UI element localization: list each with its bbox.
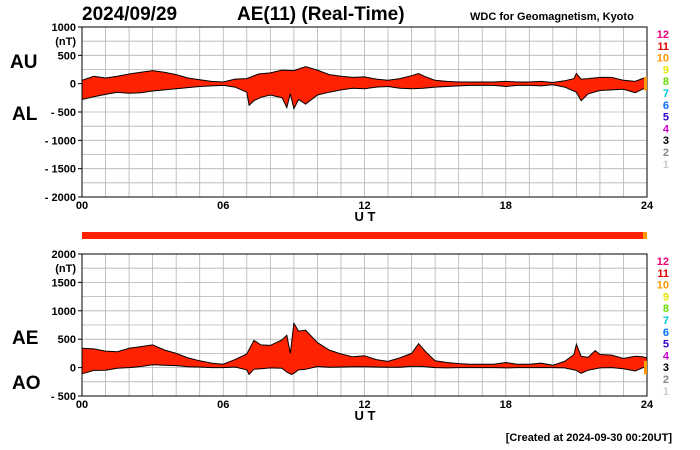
au-label: AU <box>10 52 38 73</box>
chart-title: AE(11) (Real-Time) <box>237 4 405 25</box>
au-al-xtick-label: 12 <box>358 200 370 212</box>
au-al-legend-6: 6 <box>663 100 669 112</box>
ae-ao-station-edge-marker <box>644 360 647 375</box>
ae-ao-xtick-label: 24 <box>641 399 654 411</box>
au-al-legend-7: 7 <box>663 88 669 100</box>
chart-date: 2024/09/29 <box>82 4 178 25</box>
ae-ao-legend-12: 12 <box>657 256 669 268</box>
ao-series-line <box>81 364 648 376</box>
au-al-ytick-label: - 1500 <box>45 164 76 176</box>
au-al-ytick-label: - 1000 <box>45 135 76 147</box>
ae-ao-ytick-label: - 500 <box>51 391 76 403</box>
au-al-ytick-label: 500 <box>58 50 76 62</box>
ae-ao-legend-1: 1 <box>663 386 669 398</box>
au-al-legend-1: 1 <box>663 159 669 171</box>
data-source: WDC for Geomagnetism, Kyoto <box>470 11 634 23</box>
au-al-ytick-label: 1000 <box>52 22 76 34</box>
ae-ao-legend-8: 8 <box>663 303 669 315</box>
al-series-line <box>81 84 648 111</box>
au-series-line <box>81 66 648 84</box>
ae-ao-unit-label: (nT) <box>55 263 76 275</box>
ae-ao-legend-7: 7 <box>663 315 669 327</box>
ae-ao-xtick-label: 00 <box>76 399 88 411</box>
al-label: AL <box>12 104 38 125</box>
station-count-bar-end <box>643 232 647 239</box>
ae-ao-xtick-label: 12 <box>358 399 370 411</box>
au-al-xtick-label: 24 <box>641 200 654 212</box>
au-al-ytick-label: - 2000 <box>45 192 76 204</box>
au-al-legend-12: 12 <box>657 29 669 41</box>
au-al-legend-5: 5 <box>663 112 669 124</box>
au-al-legend-9: 9 <box>663 64 669 76</box>
ae-ao-xtick-label: 06 <box>217 399 229 411</box>
au-al-ytick-label: 0 <box>70 79 76 91</box>
ae-ao-legend-5: 5 <box>663 339 669 351</box>
au-al-ytick-label: - 500 <box>51 107 76 119</box>
created-timestamp: [Created at 2024-09-30 00:20UT] <box>505 432 672 444</box>
ae-ao-xaxis-title: U T <box>355 408 376 423</box>
station-count-bar <box>82 232 647 239</box>
au-al-legend-2: 2 <box>663 147 669 159</box>
ae-ao-ytick-label: 500 <box>58 334 76 346</box>
ae-ao-plot-frame <box>81 253 648 397</box>
au-al-xtick-label: 06 <box>217 200 229 212</box>
ae-ao-legend-9: 9 <box>663 291 669 303</box>
ae-ao-xtick-label: 18 <box>500 399 512 411</box>
ae-ao-legend-10: 10 <box>657 280 669 292</box>
ao-label: AO <box>12 373 41 394</box>
ae-ao-legend-6: 6 <box>663 327 669 339</box>
au-al-legend-4: 4 <box>663 123 670 135</box>
au-al-unit-label: (nT) <box>55 36 76 48</box>
ae-series-line <box>81 321 648 366</box>
ae-ao-ytick-label: 2000 <box>52 249 76 261</box>
ae-ao-legend-4: 4 <box>663 350 670 362</box>
au-al-legend-10: 10 <box>657 53 669 65</box>
au-al-station-edge-marker <box>644 76 647 91</box>
ae-label: AE <box>12 328 39 349</box>
au-al-xtick-label: 00 <box>76 200 88 212</box>
ae-ao-legend-2: 2 <box>663 374 669 386</box>
au-al-xaxis-title: U T <box>355 209 376 224</box>
au-al-legend-11: 11 <box>657 41 669 53</box>
ae-ao-ytick-label: 1500 <box>52 277 76 289</box>
au-al-legend-8: 8 <box>663 76 669 88</box>
ae-ao-ytick-label: 0 <box>70 363 76 375</box>
au-al-band <box>82 66 647 109</box>
ae-ao-legend-3: 3 <box>663 362 669 374</box>
ae-ao-legend-11: 11 <box>657 268 669 280</box>
au-al-xtick-label: 18 <box>500 200 512 212</box>
ae-ao-ytick-label: 1000 <box>52 306 76 318</box>
au-al-legend-3: 3 <box>663 135 669 147</box>
